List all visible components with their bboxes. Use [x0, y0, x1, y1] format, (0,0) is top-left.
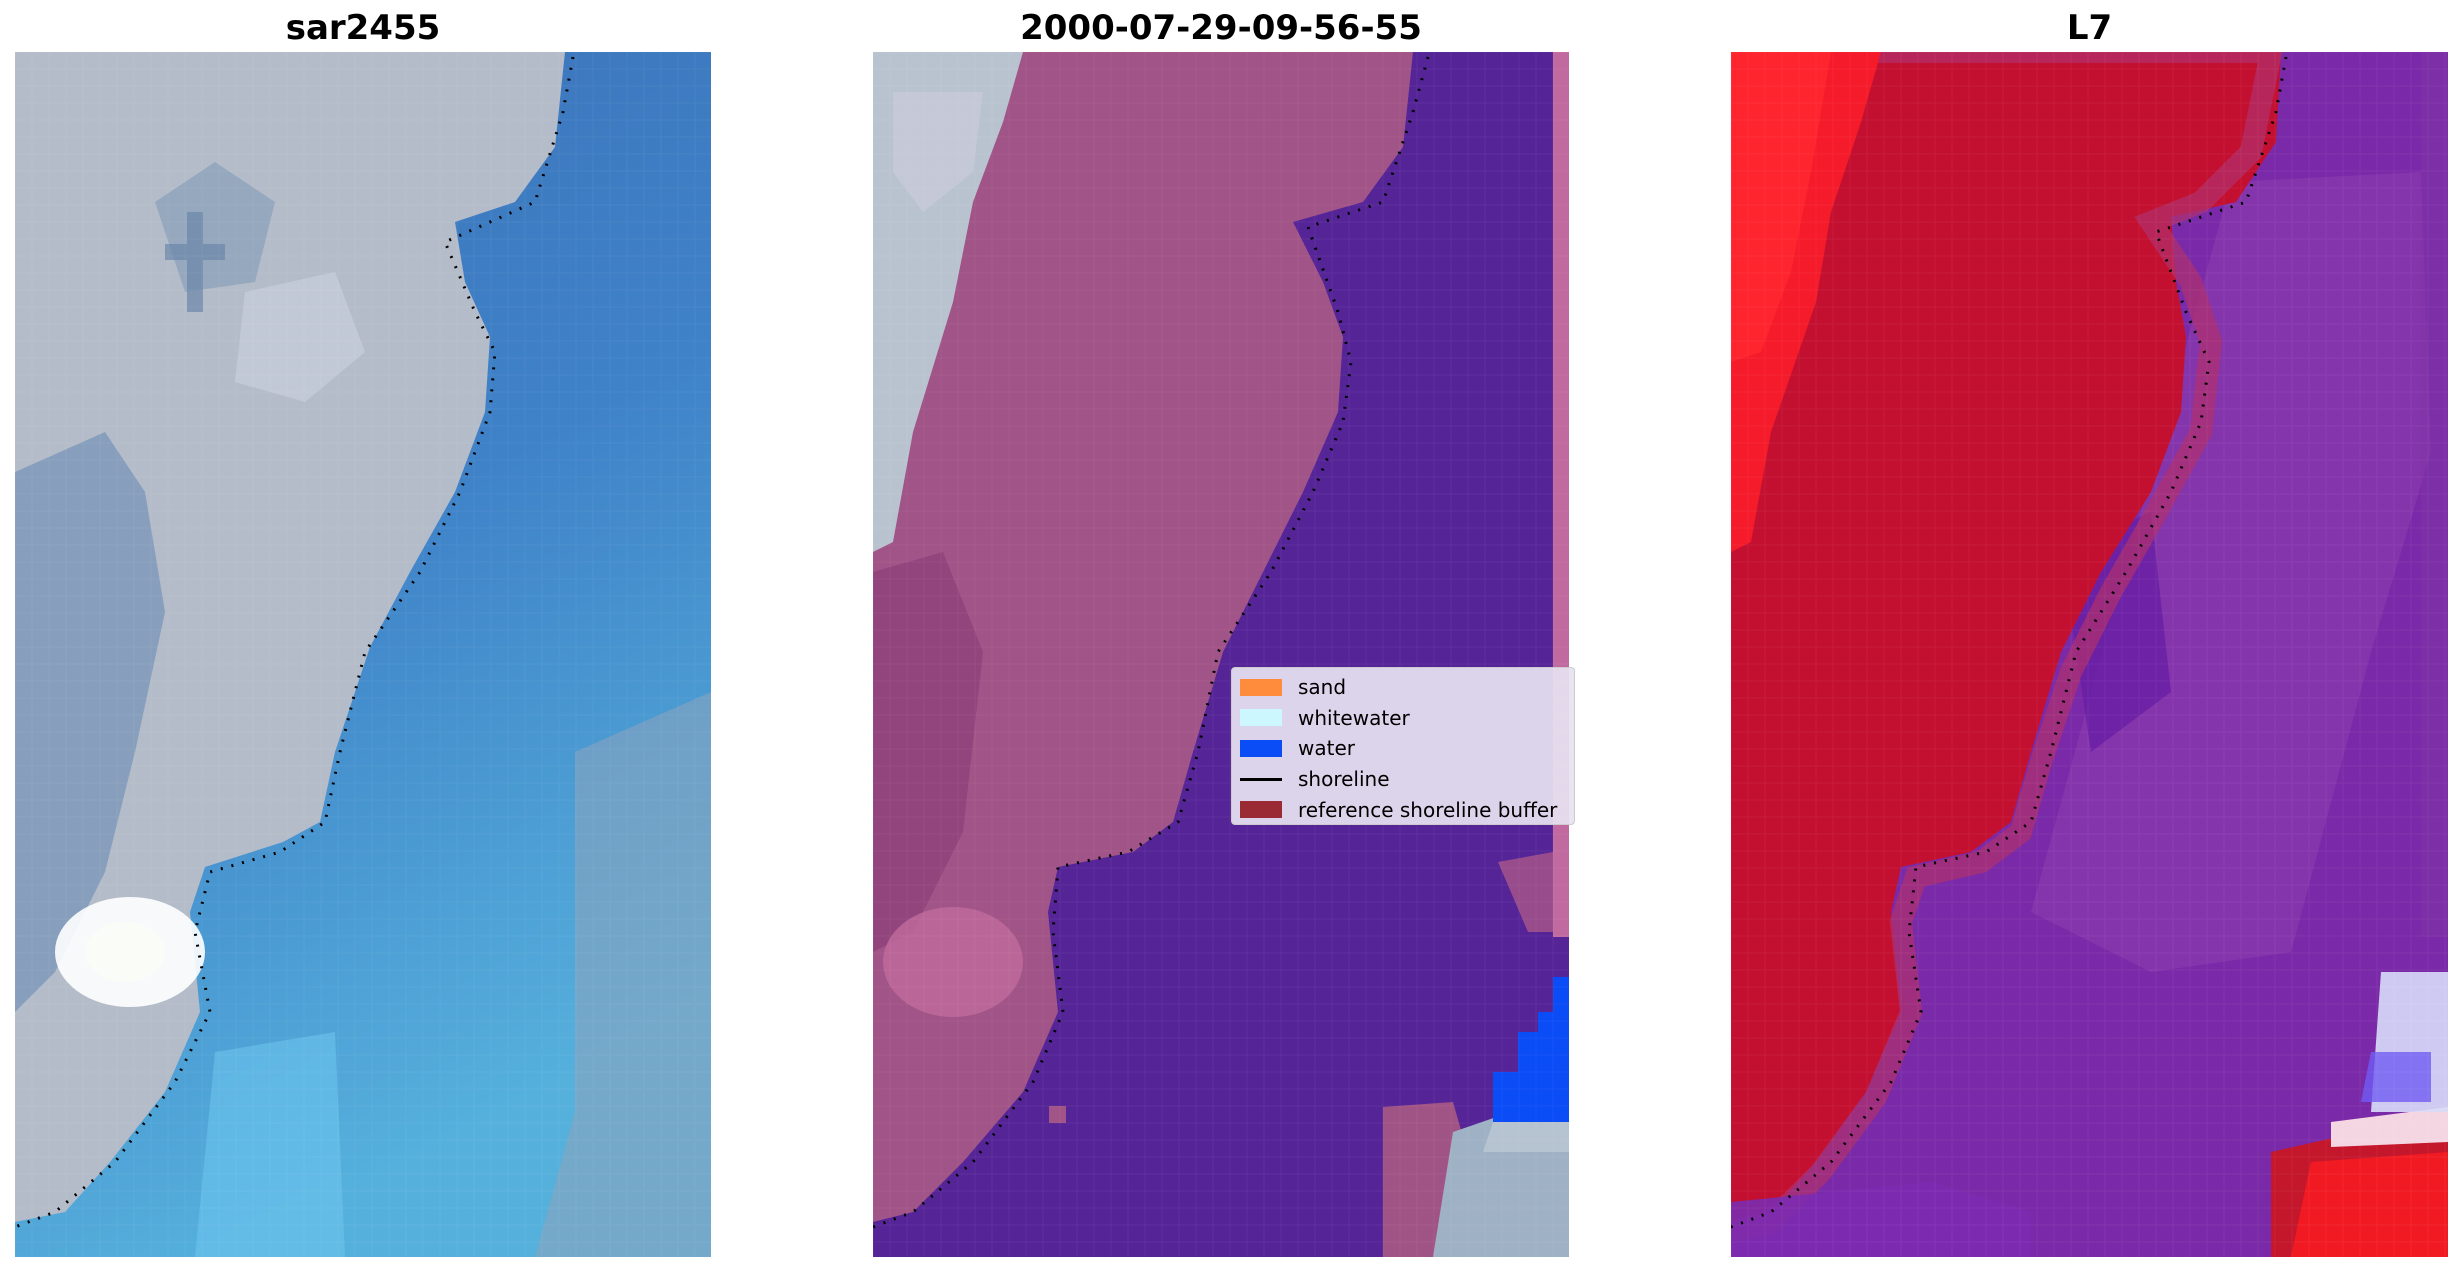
legend-label: sand	[1298, 675, 1347, 700]
rgb-image-panel	[15, 52, 711, 1257]
buffer-swatch	[1240, 801, 1282, 819]
index-image	[1731, 52, 2448, 1257]
rgb-image	[15, 52, 711, 1257]
legend-item-water: water	[1232, 733, 1574, 764]
whitewater-swatch	[1240, 709, 1282, 727]
water-swatch	[1240, 739, 1282, 757]
shoreline-dotted	[15, 56, 575, 1229]
shoreline-dotted	[1731, 56, 2288, 1229]
legend-label: shoreline	[1298, 767, 1390, 792]
sand-swatch	[1240, 678, 1282, 696]
legend-label: reference shoreline buffer	[1298, 797, 1558, 822]
legend-item-sand: sand	[1232, 672, 1574, 703]
shoreline-line-icon	[1240, 777, 1282, 781]
legend-label: water	[1298, 736, 1355, 761]
panel-title-classified: 2000-07-29-09-56-55	[1020, 8, 1422, 48]
classified-image	[873, 52, 1569, 1257]
index-image-panel	[1731, 52, 2448, 1257]
legend-item-shoreline: shoreline	[1232, 764, 1574, 795]
legend-item-reference-buffer: reference shoreline buffer	[1232, 794, 1574, 825]
legend-label: whitewater	[1298, 705, 1410, 730]
classified-image-panel	[873, 52, 1569, 1257]
panel-title-index: L7	[2066, 8, 2113, 48]
panel-title-rgb: sar2455	[285, 8, 441, 48]
legend: sand whitewater water shoreline referenc…	[1231, 667, 1575, 825]
legend-item-whitewater: whitewater	[1232, 703, 1574, 734]
